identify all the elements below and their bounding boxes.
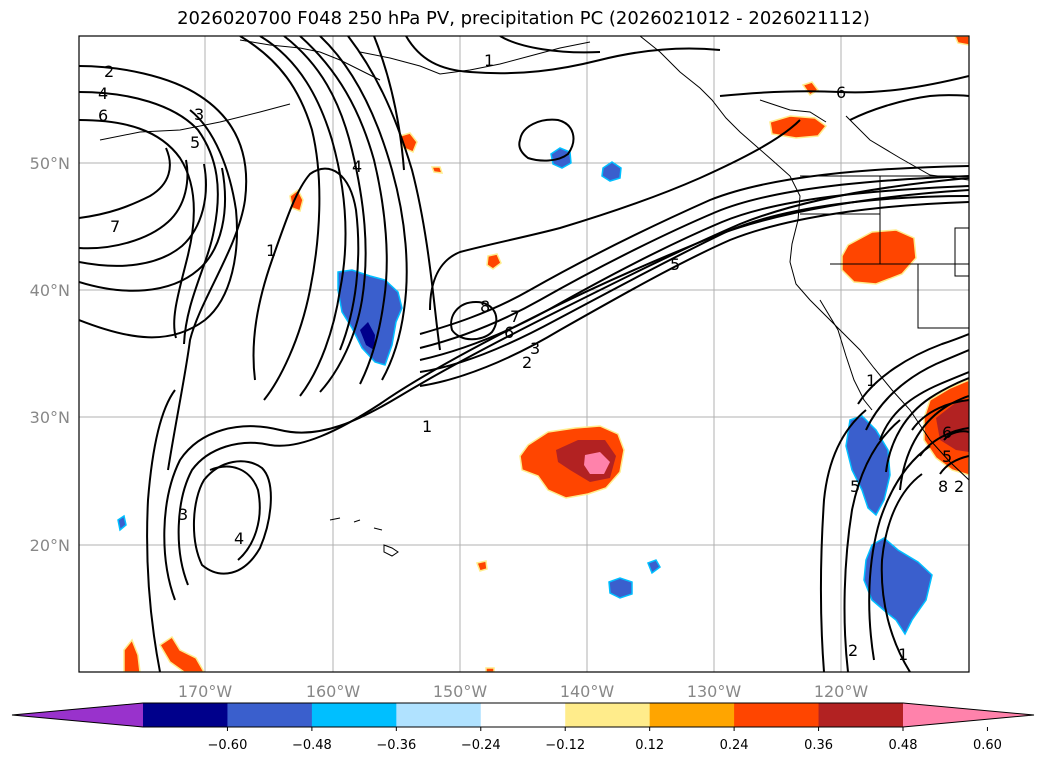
lat-label: 20°N <box>30 536 70 555</box>
contour-label: 4 <box>234 529 244 548</box>
precip-positive-area <box>841 229 917 285</box>
colorbar: −0.60 −0.48 −0.36 −0.24 −0.12 0.12 0.24 0.36 0.4… <box>11 702 1035 753</box>
contour-label: 6 <box>836 83 846 102</box>
contour-label: 2 <box>104 62 114 81</box>
colorbar-tick-label: 0.36 <box>804 738 833 753</box>
contour-label: 1 <box>866 371 876 390</box>
latitude-labels: 50°N 40°N 30°N 20°N <box>30 154 70 555</box>
contour-label: 2 <box>522 353 532 372</box>
lon-label: 130°W <box>687 682 742 701</box>
colorbar-swatch <box>565 703 651 727</box>
precip-strong-negative <box>360 322 375 350</box>
colorbar-tick-label: −0.12 <box>545 738 585 753</box>
pv-contours <box>79 36 969 672</box>
contour-label: 2 <box>954 477 964 496</box>
map-title: 2026020700 F048 250 hPa PV, precipitatio… <box>177 8 870 29</box>
contour-label: 5 <box>942 447 952 466</box>
precip-peak-positive <box>584 452 610 474</box>
colorbar-tick-label: −0.36 <box>376 738 416 753</box>
colorbar-swatch <box>480 703 566 727</box>
contour-label: 6 <box>504 323 514 342</box>
precip-positive-area <box>475 560 488 572</box>
contour-label: 7 <box>510 307 520 326</box>
contour-label: 8 <box>938 477 948 496</box>
precip-positive-area <box>158 635 205 672</box>
precip-positive-area <box>769 115 828 139</box>
lon-label: 170°W <box>178 682 233 701</box>
colorbar-swatch <box>143 703 228 727</box>
precip-negative-area <box>647 559 661 575</box>
contour-labels: 2 4 6 7 3 5 1 4 1 5 8 7 6 3 2 1 3 4 6 5 … <box>98 51 964 664</box>
precip-positive-area <box>954 36 969 46</box>
precip-positive-area <box>485 667 495 672</box>
contour-label: 1 <box>484 51 494 70</box>
colorbar-swatch <box>227 703 313 727</box>
precip-fields <box>117 36 969 672</box>
colorbar-outline <box>11 702 1035 728</box>
precip-negative-area <box>845 415 891 517</box>
map-frame <box>78 35 970 673</box>
colorbar-swatch <box>311 703 397 727</box>
colorbar-extend-high <box>903 703 1034 727</box>
colorbar-tick-label: 0.48 <box>889 738 918 753</box>
precip-negative-area <box>608 577 633 599</box>
contour-label: 7 <box>110 217 120 236</box>
contour-label: 3 <box>194 105 204 124</box>
contour-label: 2 <box>848 641 858 660</box>
contour-label: 4 <box>352 157 362 176</box>
contour-label: 5 <box>190 133 200 152</box>
lon-label: 160°W <box>306 682 361 701</box>
colorbar-tick-label: −0.48 <box>292 738 332 753</box>
lon-label: 120°W <box>814 682 869 701</box>
contour-label: 8 <box>480 297 490 316</box>
longitude-labels: 170°W 160°W 150°W 140°W 130°W 120°W <box>178 682 869 701</box>
colorbar-swatch <box>396 703 482 727</box>
colorbar-extend-low <box>12 703 143 727</box>
lat-label: 40°N <box>30 281 70 300</box>
contour-label: 4 <box>98 84 108 103</box>
colorbar-swatch <box>649 703 735 727</box>
colorbar-tick-label: 0.24 <box>720 738 749 753</box>
contour-label: 5 <box>670 255 680 274</box>
lat-label: 50°N <box>30 154 70 173</box>
contour-label: 6 <box>942 423 952 442</box>
contour-label: 1 <box>266 241 276 260</box>
contour-label: 6 <box>98 106 108 125</box>
contour-label: 3 <box>530 339 540 358</box>
lat-label: 30°N <box>30 408 70 427</box>
precip-positive-area <box>430 166 444 174</box>
contour-label: 3 <box>178 505 188 524</box>
precip-positive-area <box>123 638 141 672</box>
contour-label: 5 <box>850 477 860 496</box>
lon-label: 140°W <box>560 682 615 701</box>
colorbar-tick-label: −0.60 <box>208 738 248 753</box>
contour-label: 1 <box>898 645 908 664</box>
precip-negative-area <box>117 514 127 532</box>
lon-label: 150°W <box>433 682 488 701</box>
colorbar-tick-label: 0.12 <box>635 738 664 753</box>
contour-label: 1 <box>422 417 432 436</box>
colorbar-swatch <box>818 703 904 727</box>
precip-negative-area <box>601 161 622 182</box>
graticule <box>79 36 969 672</box>
colorbar-swatch <box>734 703 820 727</box>
colorbar-tick-label: 0.60 <box>973 738 1002 753</box>
precip-positive-area <box>486 253 502 270</box>
colorbar-tick-label: −0.24 <box>461 738 501 753</box>
